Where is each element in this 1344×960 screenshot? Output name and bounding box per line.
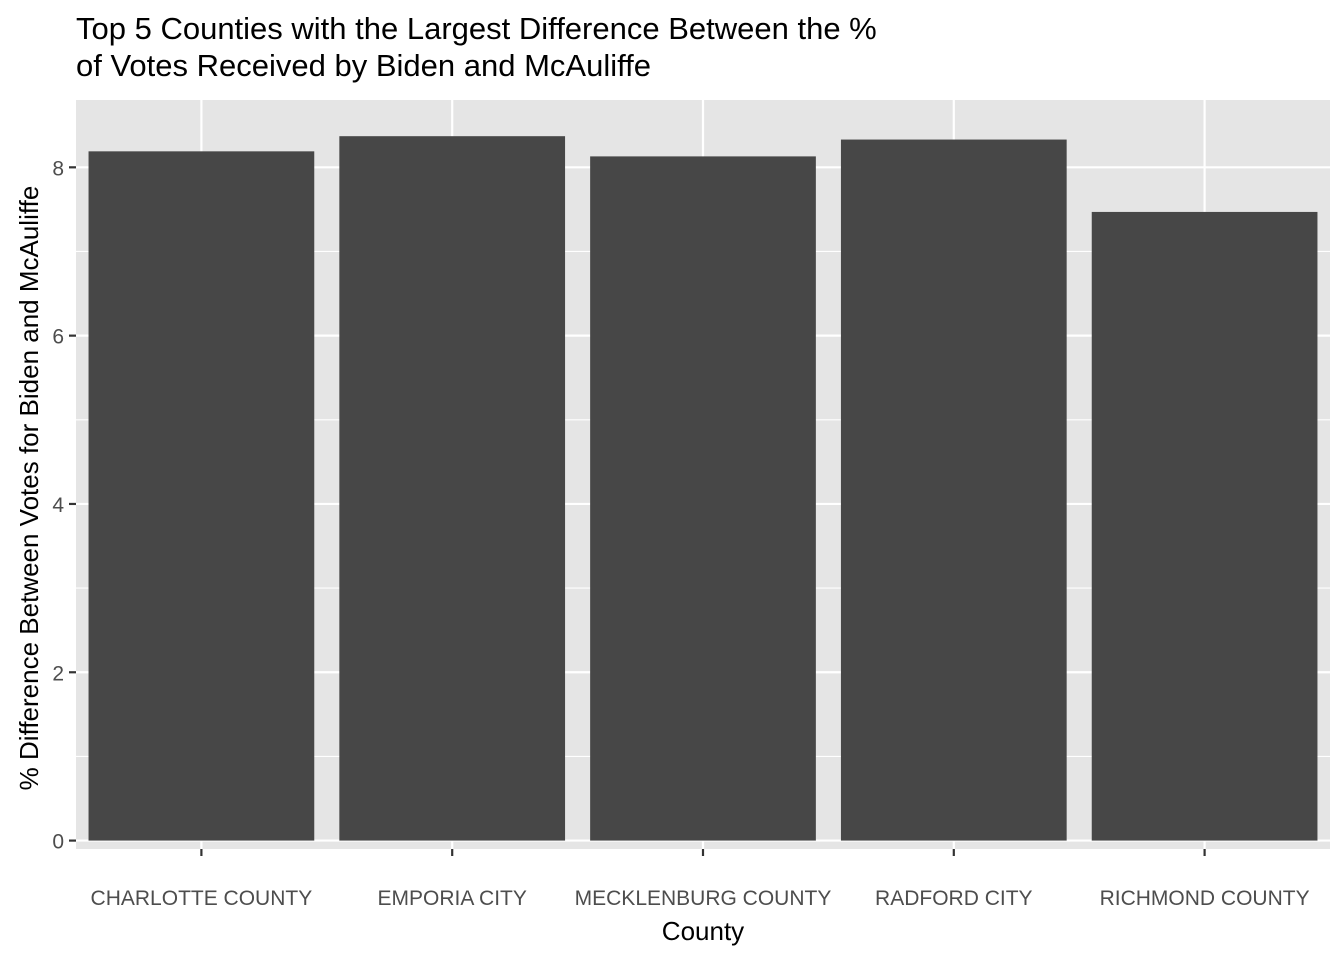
x-tick-label: CHARLOTTE COUNTY [91, 887, 313, 910]
x-tick-label: MECKLENBURG COUNTY [575, 887, 832, 910]
bar-mecklenburg-county [590, 156, 816, 841]
x-tick-label: RADFORD CITY [875, 887, 1033, 910]
y-tick-label: 4 [52, 494, 64, 517]
x-tick-label: RICHMOND COUNTY [1100, 887, 1310, 910]
bar-richmond-county [1091, 211, 1318, 841]
bar-emporia-city [339, 136, 566, 841]
bars [88, 136, 1318, 841]
x-axis: CHARLOTTE COUNTY EMPORIA CITY MECKLENBURG … [91, 849, 1310, 910]
chart-title-line-1: Top 5 Counties with the Largest Differen… [76, 11, 877, 46]
y-tick-label: 8 [52, 157, 64, 180]
chart-title-line-2: of Votes Received by Biden and McAuliffe [76, 48, 651, 83]
y-tick-label: 6 [52, 326, 64, 349]
bar-charlotte-county [88, 151, 315, 841]
y-tick-label: 2 [52, 662, 64, 685]
bar-radford-city [840, 139, 1067, 841]
y-axis: 0 2 4 6 8 [52, 157, 76, 854]
y-tick-label: 0 [52, 831, 64, 854]
x-axis-title: County [662, 916, 744, 946]
y-axis-title: % Difference Between Votes for Biden and… [14, 186, 44, 791]
x-tick-label: EMPORIA CITY [378, 887, 527, 910]
chart-title: Top 5 Counties with the Largest Differen… [76, 10, 1076, 84]
